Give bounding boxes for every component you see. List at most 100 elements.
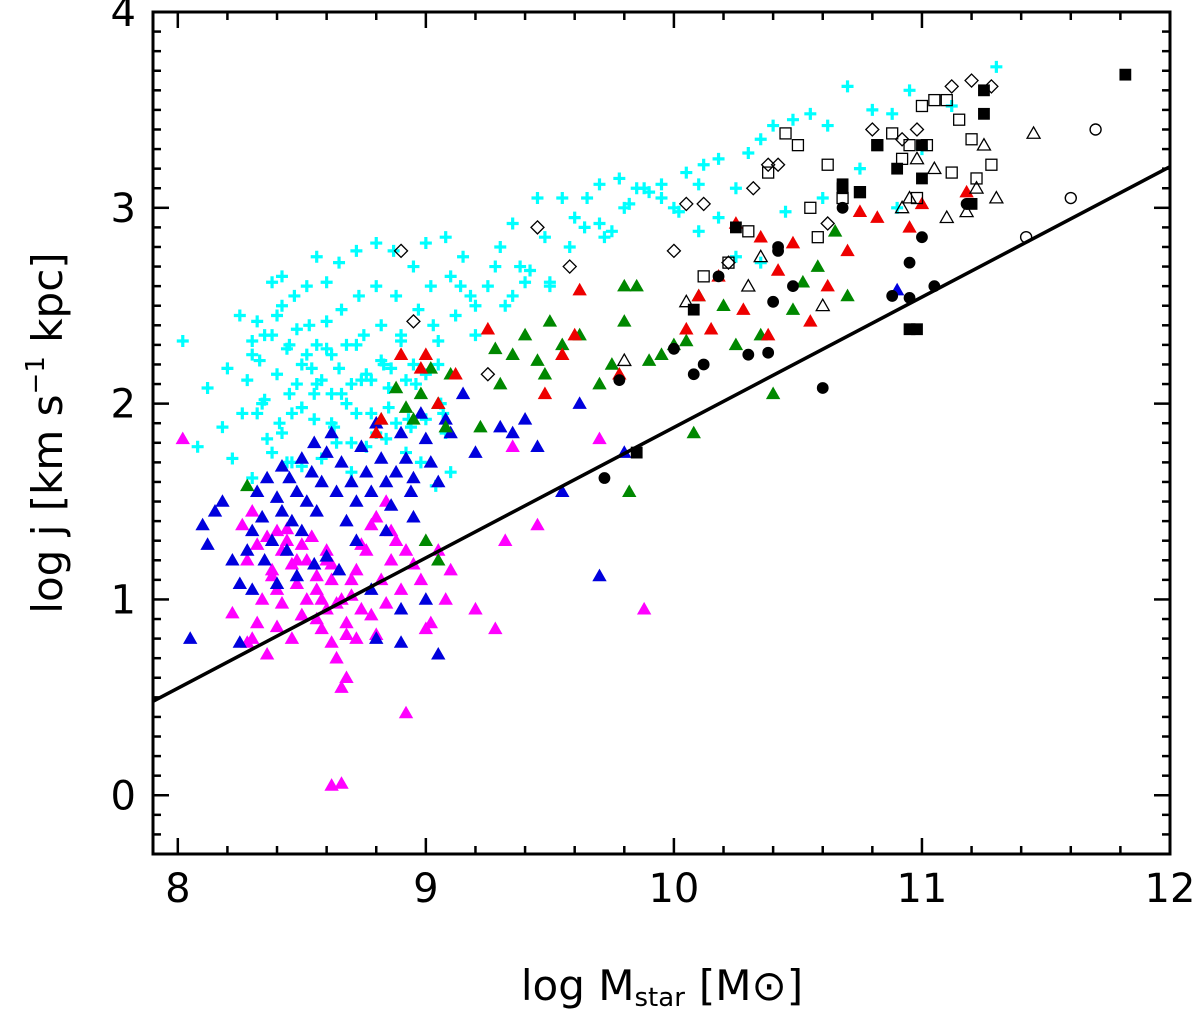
data-point — [349, 562, 364, 576]
data-point — [330, 436, 343, 449]
data-point — [816, 382, 829, 394]
axis-ticks — [153, 10, 1172, 854]
data-point — [264, 568, 280, 582]
data-point — [409, 378, 422, 391]
data-point — [686, 425, 701, 439]
data-point — [406, 470, 421, 484]
data-point — [413, 386, 429, 400]
data-point — [505, 347, 520, 360]
data-point — [369, 425, 384, 439]
data-point — [419, 237, 432, 250]
data-point — [329, 650, 344, 664]
data-point — [712, 211, 725, 224]
data-point — [403, 484, 419, 498]
data-point — [333, 362, 346, 375]
data-point — [432, 334, 445, 347]
data-point — [920, 139, 934, 152]
data-point — [753, 248, 769, 263]
data-point — [916, 231, 928, 244]
data-point — [815, 297, 831, 312]
data-point — [423, 361, 439, 374]
data-point — [225, 605, 240, 619]
data-point — [489, 260, 502, 273]
data-point — [498, 533, 513, 546]
data-point — [438, 419, 453, 433]
data-point — [295, 401, 308, 414]
data-point — [623, 197, 636, 210]
data-point — [176, 334, 189, 347]
data-point — [369, 631, 384, 644]
data-point — [320, 315, 333, 328]
data-point — [289, 484, 305, 498]
data-point — [678, 196, 694, 212]
data-point — [636, 601, 652, 615]
data-point — [294, 451, 310, 464]
data-point — [274, 596, 290, 609]
data-point — [398, 451, 414, 464]
data-point — [240, 478, 255, 492]
data-point — [592, 568, 607, 582]
data-point — [455, 386, 471, 400]
data-point — [390, 417, 403, 430]
data-point — [331, 562, 347, 576]
data-point — [616, 352, 632, 367]
data-point — [622, 484, 637, 498]
data-point — [672, 205, 685, 218]
data-point — [269, 490, 285, 503]
data-point — [200, 537, 215, 550]
data-point — [742, 146, 755, 159]
data-point — [852, 204, 868, 218]
data-point — [271, 368, 284, 381]
data-point — [816, 192, 829, 205]
data-point — [779, 127, 792, 140]
x-tick-label: 11 — [896, 866, 947, 912]
data-point — [354, 601, 369, 615]
data-point — [499, 299, 512, 312]
data-point — [245, 523, 260, 537]
data-point — [299, 494, 314, 507]
data-point — [241, 374, 254, 387]
data-point — [424, 280, 437, 293]
data-point — [754, 256, 767, 269]
data-point — [468, 601, 483, 615]
data-point — [388, 533, 404, 546]
data-point — [821, 119, 834, 132]
data-point — [804, 107, 817, 120]
data-point — [469, 329, 482, 342]
data-point — [345, 436, 358, 449]
data-point — [629, 278, 644, 292]
data-point — [407, 358, 420, 371]
data-point — [289, 576, 305, 590]
data-point — [736, 302, 751, 315]
data-point — [767, 295, 780, 308]
data-point — [444, 270, 457, 283]
data-point — [413, 361, 429, 374]
data-point — [249, 615, 265, 629]
data-point — [464, 289, 477, 302]
data-point — [226, 452, 239, 465]
y-tick-label: 2 — [111, 382, 136, 428]
data-point — [385, 362, 398, 375]
data-point — [493, 419, 508, 433]
data-point — [393, 425, 409, 439]
data-point — [871, 139, 884, 152]
data-point — [568, 211, 581, 224]
data-point — [592, 431, 607, 445]
data-point — [383, 552, 399, 566]
data-point — [514, 260, 527, 273]
data-point — [201, 381, 214, 394]
data-point — [324, 425, 339, 439]
data-point — [395, 334, 408, 347]
data-point — [288, 289, 301, 302]
data-point — [235, 517, 250, 531]
data-point — [854, 186, 866, 199]
data-point — [350, 338, 363, 351]
data-point — [216, 421, 229, 434]
data-point — [378, 596, 394, 609]
data-point — [655, 192, 668, 205]
data-point — [772, 244, 784, 257]
data-point — [388, 464, 404, 478]
data-point — [1089, 123, 1102, 136]
data-point — [418, 431, 434, 445]
